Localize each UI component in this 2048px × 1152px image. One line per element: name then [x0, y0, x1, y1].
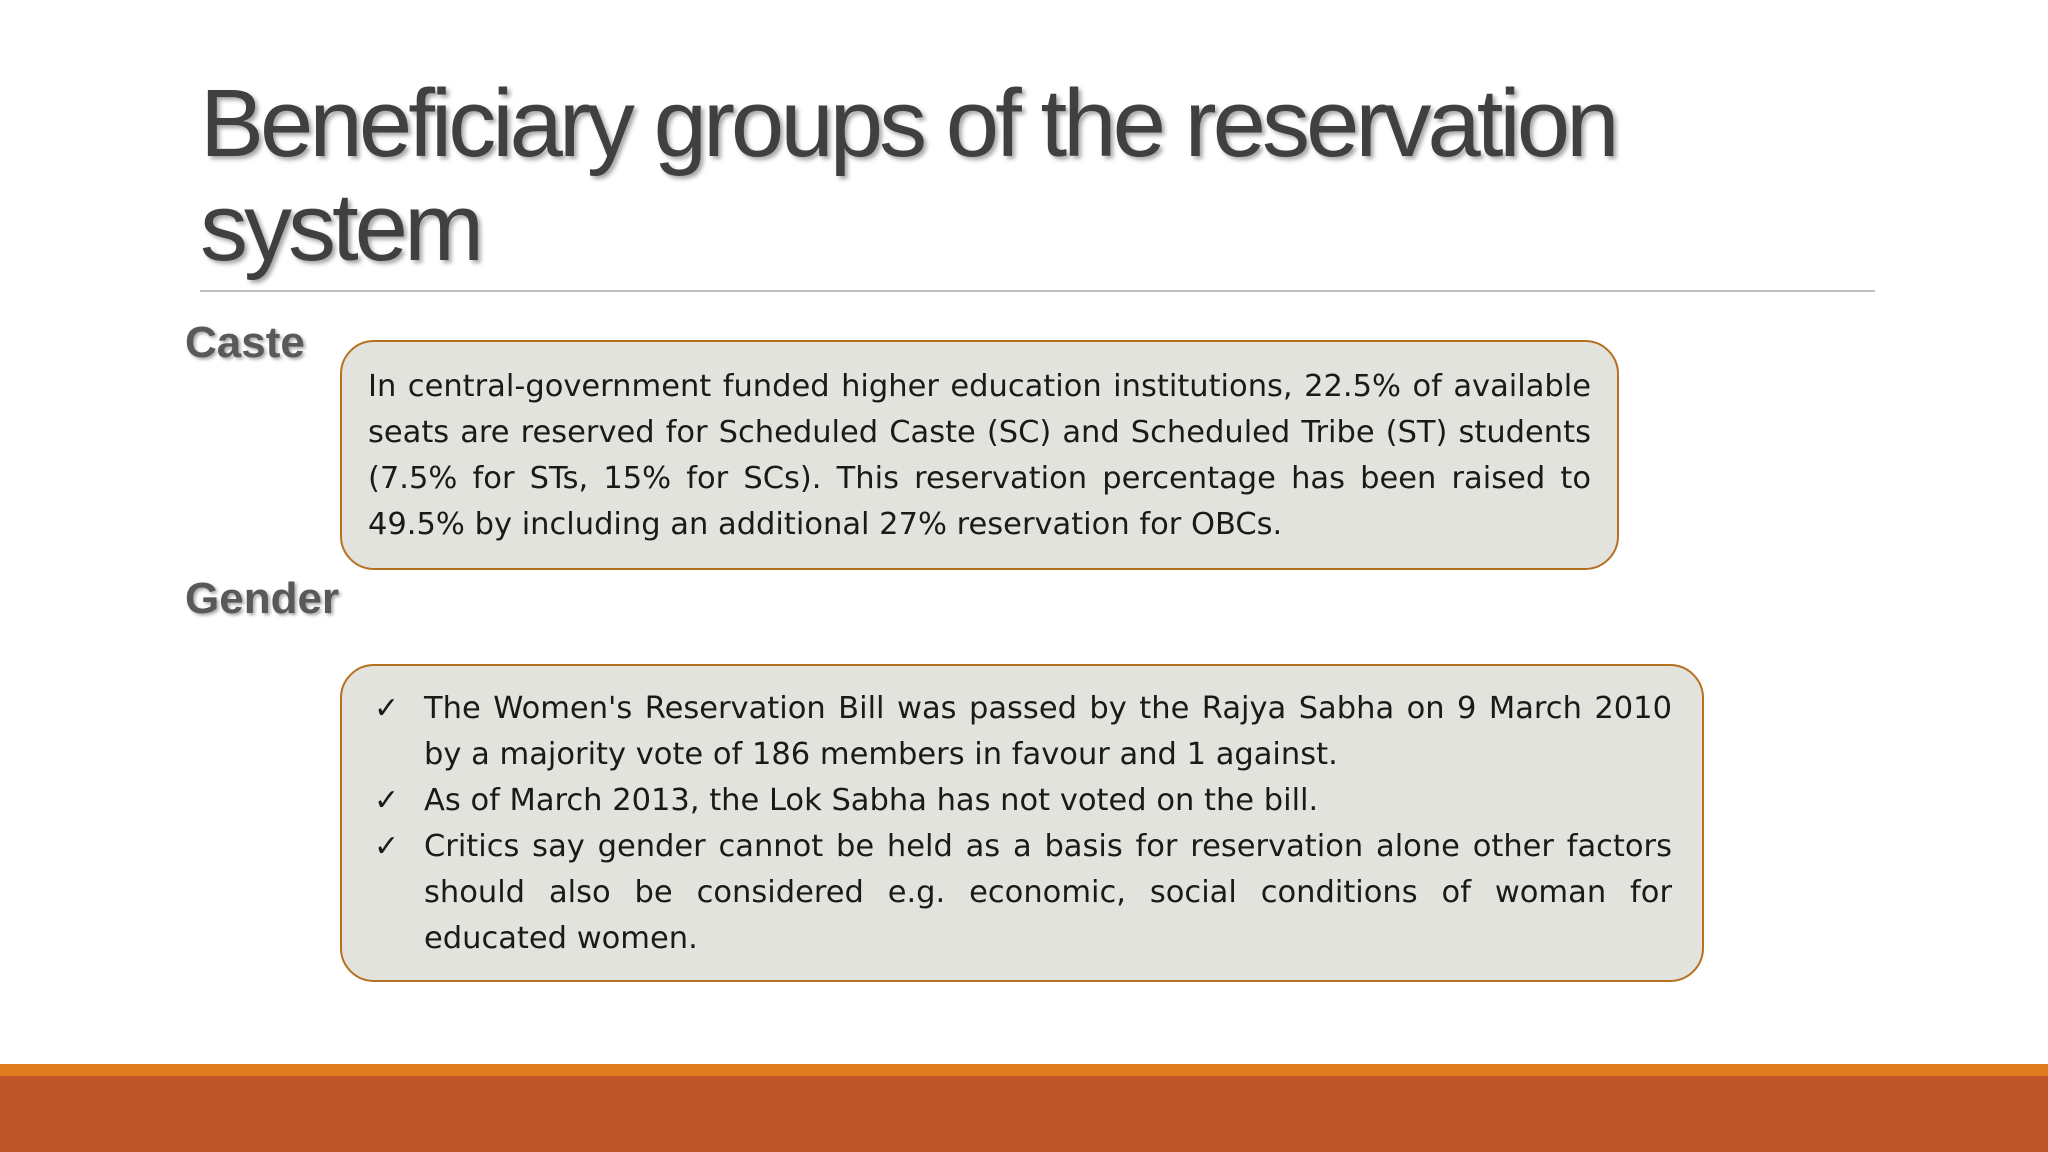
gender-bullet-list: ✓ The Women's Reservation Bill was passe…	[372, 686, 1672, 962]
list-item: ✓ As of March 2013, the Lok Sabha has no…	[372, 778, 1672, 824]
caste-heading: Caste	[185, 318, 305, 367]
list-item: ✓ The Women's Reservation Bill was passe…	[372, 686, 1672, 778]
title-divider	[200, 290, 1875, 292]
gender-heading: Gender	[185, 574, 340, 623]
footer-accent-stripe	[0, 1064, 2048, 1076]
bullet-text: As of March 2013, the Lok Sabha has not …	[424, 783, 1319, 818]
page-title: Beneficiary groups of the reservation sy…	[200, 70, 1620, 281]
caste-text-box: In central-government funded higher educ…	[340, 340, 1619, 570]
list-item: ✓ Critics say gender cannot be held as a…	[372, 824, 1672, 962]
checkmark-icon: ✓	[374, 691, 400, 726]
bullet-text: Critics say gender cannot be held as a b…	[424, 829, 1672, 956]
checkmark-icon: ✓	[374, 829, 400, 864]
footer-bar	[0, 1076, 2048, 1152]
checkmark-icon: ✓	[374, 783, 400, 818]
gender-text-box: ✓ The Women's Reservation Bill was passe…	[340, 664, 1704, 982]
bullet-text: The Women's Reservation Bill was passed …	[424, 691, 1672, 772]
caste-paragraph: In central-government funded higher educ…	[368, 369, 1591, 542]
